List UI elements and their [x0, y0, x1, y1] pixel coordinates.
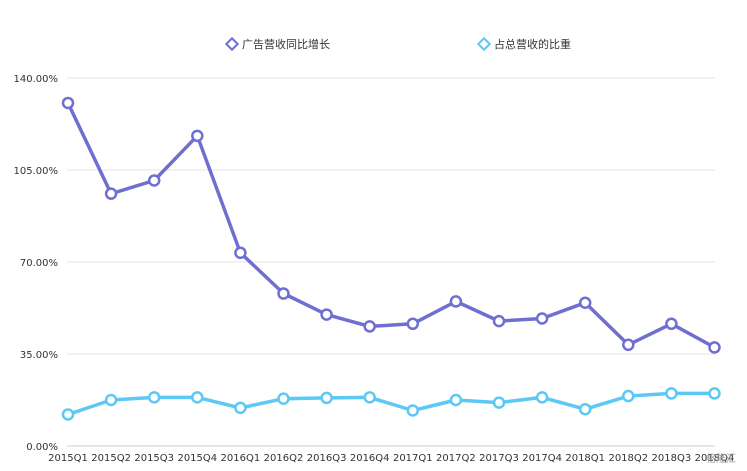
watermark: 格隆汇	[706, 452, 736, 465]
x-tick-label: 2015Q3	[134, 453, 174, 464]
x-tick-label: 2018Q2	[608, 453, 648, 464]
data-point[interactable]	[535, 312, 549, 325]
series-line-2	[66, 391, 717, 417]
x-tick-label: 2015Q2	[91, 453, 131, 464]
data-point[interactable]	[578, 296, 592, 309]
data-point[interactable]	[492, 314, 506, 328]
data-point[interactable]	[622, 389, 635, 403]
data-point[interactable]	[320, 391, 333, 405]
data-point[interactable]	[191, 129, 204, 143]
x-tick-label: 2016Q2	[264, 453, 304, 464]
x-tick-label: 2018Q1	[565, 453, 605, 464]
y-tick-label: 70.00%	[20, 258, 58, 269]
data-point[interactable]	[406, 404, 420, 417]
data-point[interactable]	[320, 308, 333, 321]
data-point[interactable]	[61, 96, 75, 110]
data-point[interactable]	[104, 187, 118, 200]
y-axis: 0.00% 35.00% 70.00% 105.00% 140.00%	[14, 74, 59, 453]
series-line-1	[66, 101, 717, 350]
data-point[interactable]	[147, 174, 161, 187]
data-point[interactable]	[61, 408, 75, 421]
x-tick-label: 2018Q4	[695, 453, 735, 464]
y-tick-label: 0.00%	[26, 442, 58, 453]
data-point[interactable]	[191, 391, 204, 404]
data-point[interactable]	[535, 391, 549, 404]
x-tick-label: 2016Q1	[221, 453, 261, 464]
legend[interactable]: 广告营收同比增长 占总营收的比重	[224, 36, 571, 52]
data-point[interactable]	[622, 338, 635, 352]
y-tick-label: 105.00%	[14, 166, 59, 177]
x-tick-label: 2018Q3	[652, 453, 692, 464]
data-point[interactable]	[277, 287, 290, 300]
series-lines	[61, 96, 721, 421]
x-tick-label: 2017Q2	[436, 453, 476, 464]
data-point[interactable]	[147, 391, 161, 404]
data-point[interactable]	[449, 393, 463, 407]
data-point[interactable]	[708, 341, 721, 354]
data-point[interactable]	[104, 393, 118, 407]
x-tick-label: 2017Q4	[522, 453, 562, 464]
x-tick-label: 2016Q4	[350, 453, 390, 464]
data-point[interactable]	[449, 295, 463, 308]
x-tick-label: 2015Q1	[48, 453, 88, 464]
data-point[interactable]	[363, 320, 376, 333]
data-point[interactable]	[363, 391, 376, 404]
data-point[interactable]	[277, 392, 290, 405]
grid-lines	[67, 77, 715, 447]
legend-marker-icon	[224, 36, 240, 52]
legend-label: 占总营收的比重	[494, 37, 571, 51]
legend-marker-icon	[476, 36, 492, 52]
data-point[interactable]	[665, 317, 678, 331]
x-tick-label: 2017Q1	[393, 453, 433, 464]
y-tick-label: 140.00%	[14, 74, 59, 85]
data-point[interactable]	[234, 246, 247, 260]
data-point[interactable]	[578, 402, 592, 416]
legend-item-1[interactable]: 广告营收同比增长	[224, 36, 330, 52]
data-point[interactable]	[406, 317, 420, 331]
x-tick-label: 2016Q3	[307, 453, 347, 464]
data-point[interactable]	[234, 401, 247, 415]
data-point[interactable]	[492, 396, 506, 409]
legend-item-2[interactable]: 占总营收的比重	[476, 36, 571, 52]
x-axis: 2015Q1 2015Q2 2015Q3 2015Q4 2016Q1 2016Q2 2016…	[48, 453, 734, 464]
y-tick-label: 35.00%	[20, 350, 58, 361]
data-point[interactable]	[708, 387, 721, 400]
x-tick-label: 2015Q4	[177, 453, 217, 464]
legend-label: 广告营收同比增长	[242, 37, 330, 51]
x-tick-label: 2017Q3	[479, 453, 519, 464]
data-point[interactable]	[665, 387, 678, 400]
